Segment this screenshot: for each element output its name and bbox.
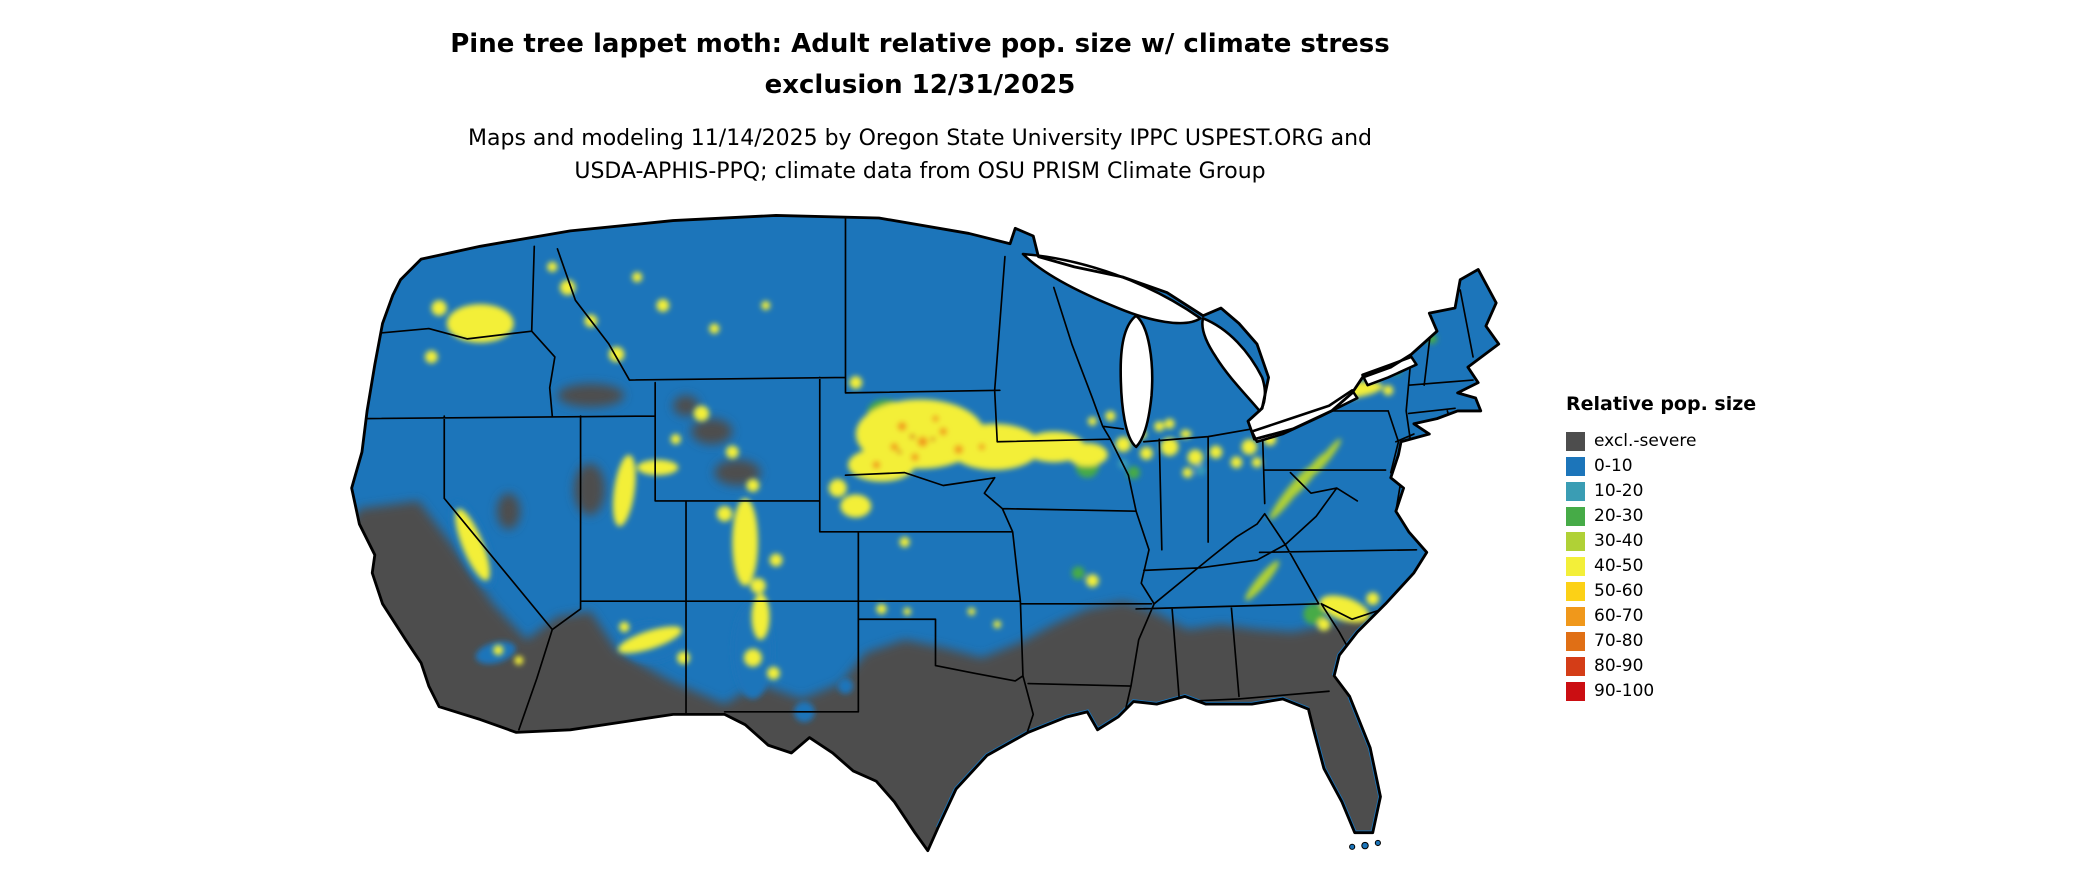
legend-swatch [1566, 682, 1585, 701]
legend: Relative pop. size excl.-severe 0-10 10-20… [1566, 393, 1826, 704]
florida-keys [1349, 839, 1381, 850]
page-title: Pine tree lappet moth: Adult relative po… [160, 24, 1680, 106]
legend-label: 40-50 [1594, 556, 1644, 576]
legend-row: 70-80 [1566, 629, 1826, 654]
legend-rows: excl.-severe 0-10 10-20 20-30 30-40 40-50 50-6… [1566, 429, 1826, 704]
page-title-line-1: Pine tree lappet moth: Adult relative po… [450, 29, 1390, 59]
legend-label: 60-70 [1594, 606, 1644, 626]
legend-row: 60-70 [1566, 604, 1826, 629]
legend-row: 10-20 [1566, 479, 1826, 504]
page-subtitle-line-1: Maps and modeling 11/14/2025 by Oregon S… [468, 126, 1372, 151]
legend-swatch [1566, 582, 1585, 601]
legend-label: 20-30 [1594, 506, 1644, 526]
legend-title: Relative pop. size [1566, 393, 1757, 415]
legend-swatch [1566, 457, 1585, 476]
great-lakes [1021, 252, 1418, 449]
us-risk-map [300, 200, 1535, 888]
legend-label: excl.-severe [1594, 431, 1697, 451]
legend-row: 20-30 [1566, 504, 1826, 529]
legend-swatch [1566, 482, 1585, 501]
legend-label: 0-10 [1594, 456, 1633, 476]
legend-swatch [1566, 557, 1585, 576]
legend-swatch [1566, 532, 1585, 551]
legend-label: 30-40 [1594, 531, 1644, 551]
lake-ontario [1361, 355, 1418, 387]
state-borders [361, 217, 1474, 754]
lake-michigan [1119, 314, 1154, 449]
us-map-svg [350, 214, 1501, 853]
lake-erie [1250, 389, 1359, 444]
legend-label: 50-60 [1594, 581, 1644, 601]
legend-swatch [1566, 607, 1585, 626]
page-subtitle-line-2: USDA-APHIS-PPQ; climate data from OSU PR… [574, 159, 1266, 184]
lake-superior [1021, 252, 1202, 325]
legend-swatch [1566, 507, 1585, 526]
page-subtitle: Maps and modeling 11/14/2025 by Oregon S… [160, 122, 1680, 188]
legend-row: excl.-severe [1566, 429, 1826, 454]
legend-row: 50-60 [1566, 579, 1826, 604]
legend-row: 80-90 [1566, 654, 1826, 679]
legend-swatch [1566, 657, 1585, 676]
legend-swatch [1566, 432, 1585, 451]
legend-row: 40-50 [1566, 554, 1826, 579]
legend-row: 0-10 [1566, 454, 1826, 479]
legend-label: 80-90 [1594, 656, 1644, 676]
legend-label: 10-20 [1594, 481, 1644, 501]
legend-label: 90-100 [1594, 681, 1655, 701]
legend-row: 90-100 [1566, 679, 1826, 704]
legend-row: 30-40 [1566, 529, 1826, 554]
legend-label: 70-80 [1594, 631, 1644, 651]
legend-swatch [1566, 632, 1585, 651]
page-title-line-2: exclusion 12/31/2025 [764, 70, 1076, 100]
